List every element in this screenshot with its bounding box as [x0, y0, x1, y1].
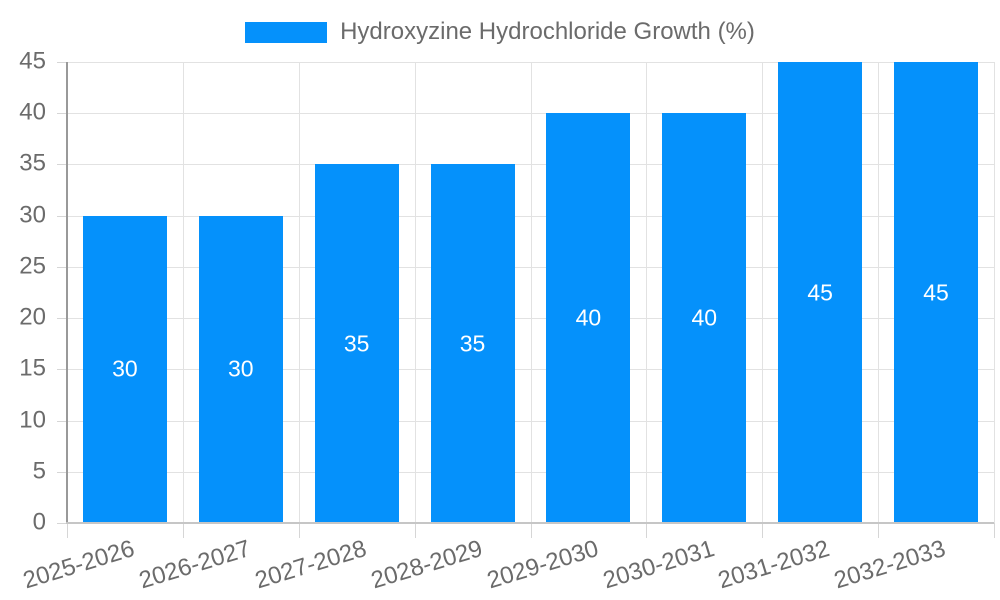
x-axis-category-label: 2032-2033 [831, 535, 949, 595]
y-tick-mark [57, 215, 67, 217]
x-tick-mark [878, 523, 880, 538]
legend-swatch [245, 21, 328, 43]
y-tick-mark [57, 369, 67, 371]
y-axis-tick-label: 10 [19, 405, 46, 433]
x-axis-category-label: 2030-2031 [599, 535, 718, 595]
legend-series-label: Hydroxyzine Hydrochloride Growth (%) [340, 18, 755, 45]
y-axis-tick-label: 5 [32, 457, 46, 485]
bar-2031-2032: 45 [778, 62, 863, 523]
bar-2029-2030: 40 [546, 113, 631, 523]
x-tick-mark [530, 523, 532, 538]
y-tick-mark [57, 164, 67, 166]
x-axis-category-label: 2027-2028 [251, 535, 370, 595]
bar-2032-2033: 45 [894, 62, 979, 523]
x-tick-mark [646, 523, 648, 538]
bar-2030-2031: 40 [662, 113, 747, 523]
y-axis-tick-label: 15 [19, 354, 46, 382]
y-tick-mark [57, 62, 67, 63]
y-tick-mark [57, 523, 67, 524]
y-axis-tick-label: 25 [19, 252, 46, 280]
x-gridline [878, 62, 880, 523]
bar-value-label: 35 [459, 330, 486, 357]
bar-value-label: 30 [112, 355, 138, 382]
x-gridline [298, 62, 300, 523]
x-axis-baseline [66, 522, 994, 524]
x-tick-mark [414, 523, 416, 538]
x-axis-category-label: 2028-2029 [367, 535, 486, 595]
bar-value-label: 30 [228, 355, 254, 382]
chart-legend[interactable]: Hydroxyzine Hydrochloride Growth (%) [0, 18, 1000, 46]
x-axis-category-label: 2031-2032 [715, 535, 834, 595]
x-gridline [994, 62, 995, 523]
x-gridline [530, 62, 532, 523]
y-tick-mark [57, 471, 67, 473]
x-axis-category-label: 2029-2030 [483, 535, 602, 595]
bar-value-label: 45 [923, 279, 949, 305]
bar-2027-2028: 35 [314, 164, 399, 523]
bar-2026-2027: 30 [198, 215, 283, 523]
y-axis-line [66, 62, 68, 523]
x-tick-mark [182, 523, 184, 538]
x-gridline [646, 62, 648, 523]
bar-2025-2026: 30 [82, 215, 167, 523]
x-gridline [182, 62, 184, 523]
y-axis-tick-label: 40 [19, 98, 46, 126]
y-tick-mark [57, 266, 67, 268]
x-tick-mark [298, 523, 300, 538]
x-tick-mark [994, 523, 995, 538]
y-axis-tick-label: 20 [19, 303, 46, 331]
bar-2028-2029: 35 [430, 164, 515, 523]
bar-value-label: 45 [807, 279, 833, 305]
x-gridline [762, 62, 764, 523]
bar-value-label: 35 [343, 330, 370, 357]
y-tick-mark [57, 318, 67, 320]
x-axis-category-label: 2026-2027 [136, 535, 254, 595]
y-tick-mark [57, 420, 67, 422]
y-axis-tick-label: 35 [19, 149, 46, 177]
x-tick-mark [762, 523, 764, 538]
x-gridline [414, 62, 416, 523]
bar-value-label: 40 [575, 304, 602, 331]
y-axis-tick-label: 0 [32, 508, 46, 536]
x-tick-mark [67, 523, 68, 538]
y-axis-tick-label: 30 [19, 201, 46, 229]
bar-value-label: 40 [691, 304, 718, 331]
y-tick-mark [57, 113, 67, 115]
y-axis-tick-label: 45 [19, 47, 46, 75]
x-axis-category-label: 2025-2026 [20, 535, 138, 595]
